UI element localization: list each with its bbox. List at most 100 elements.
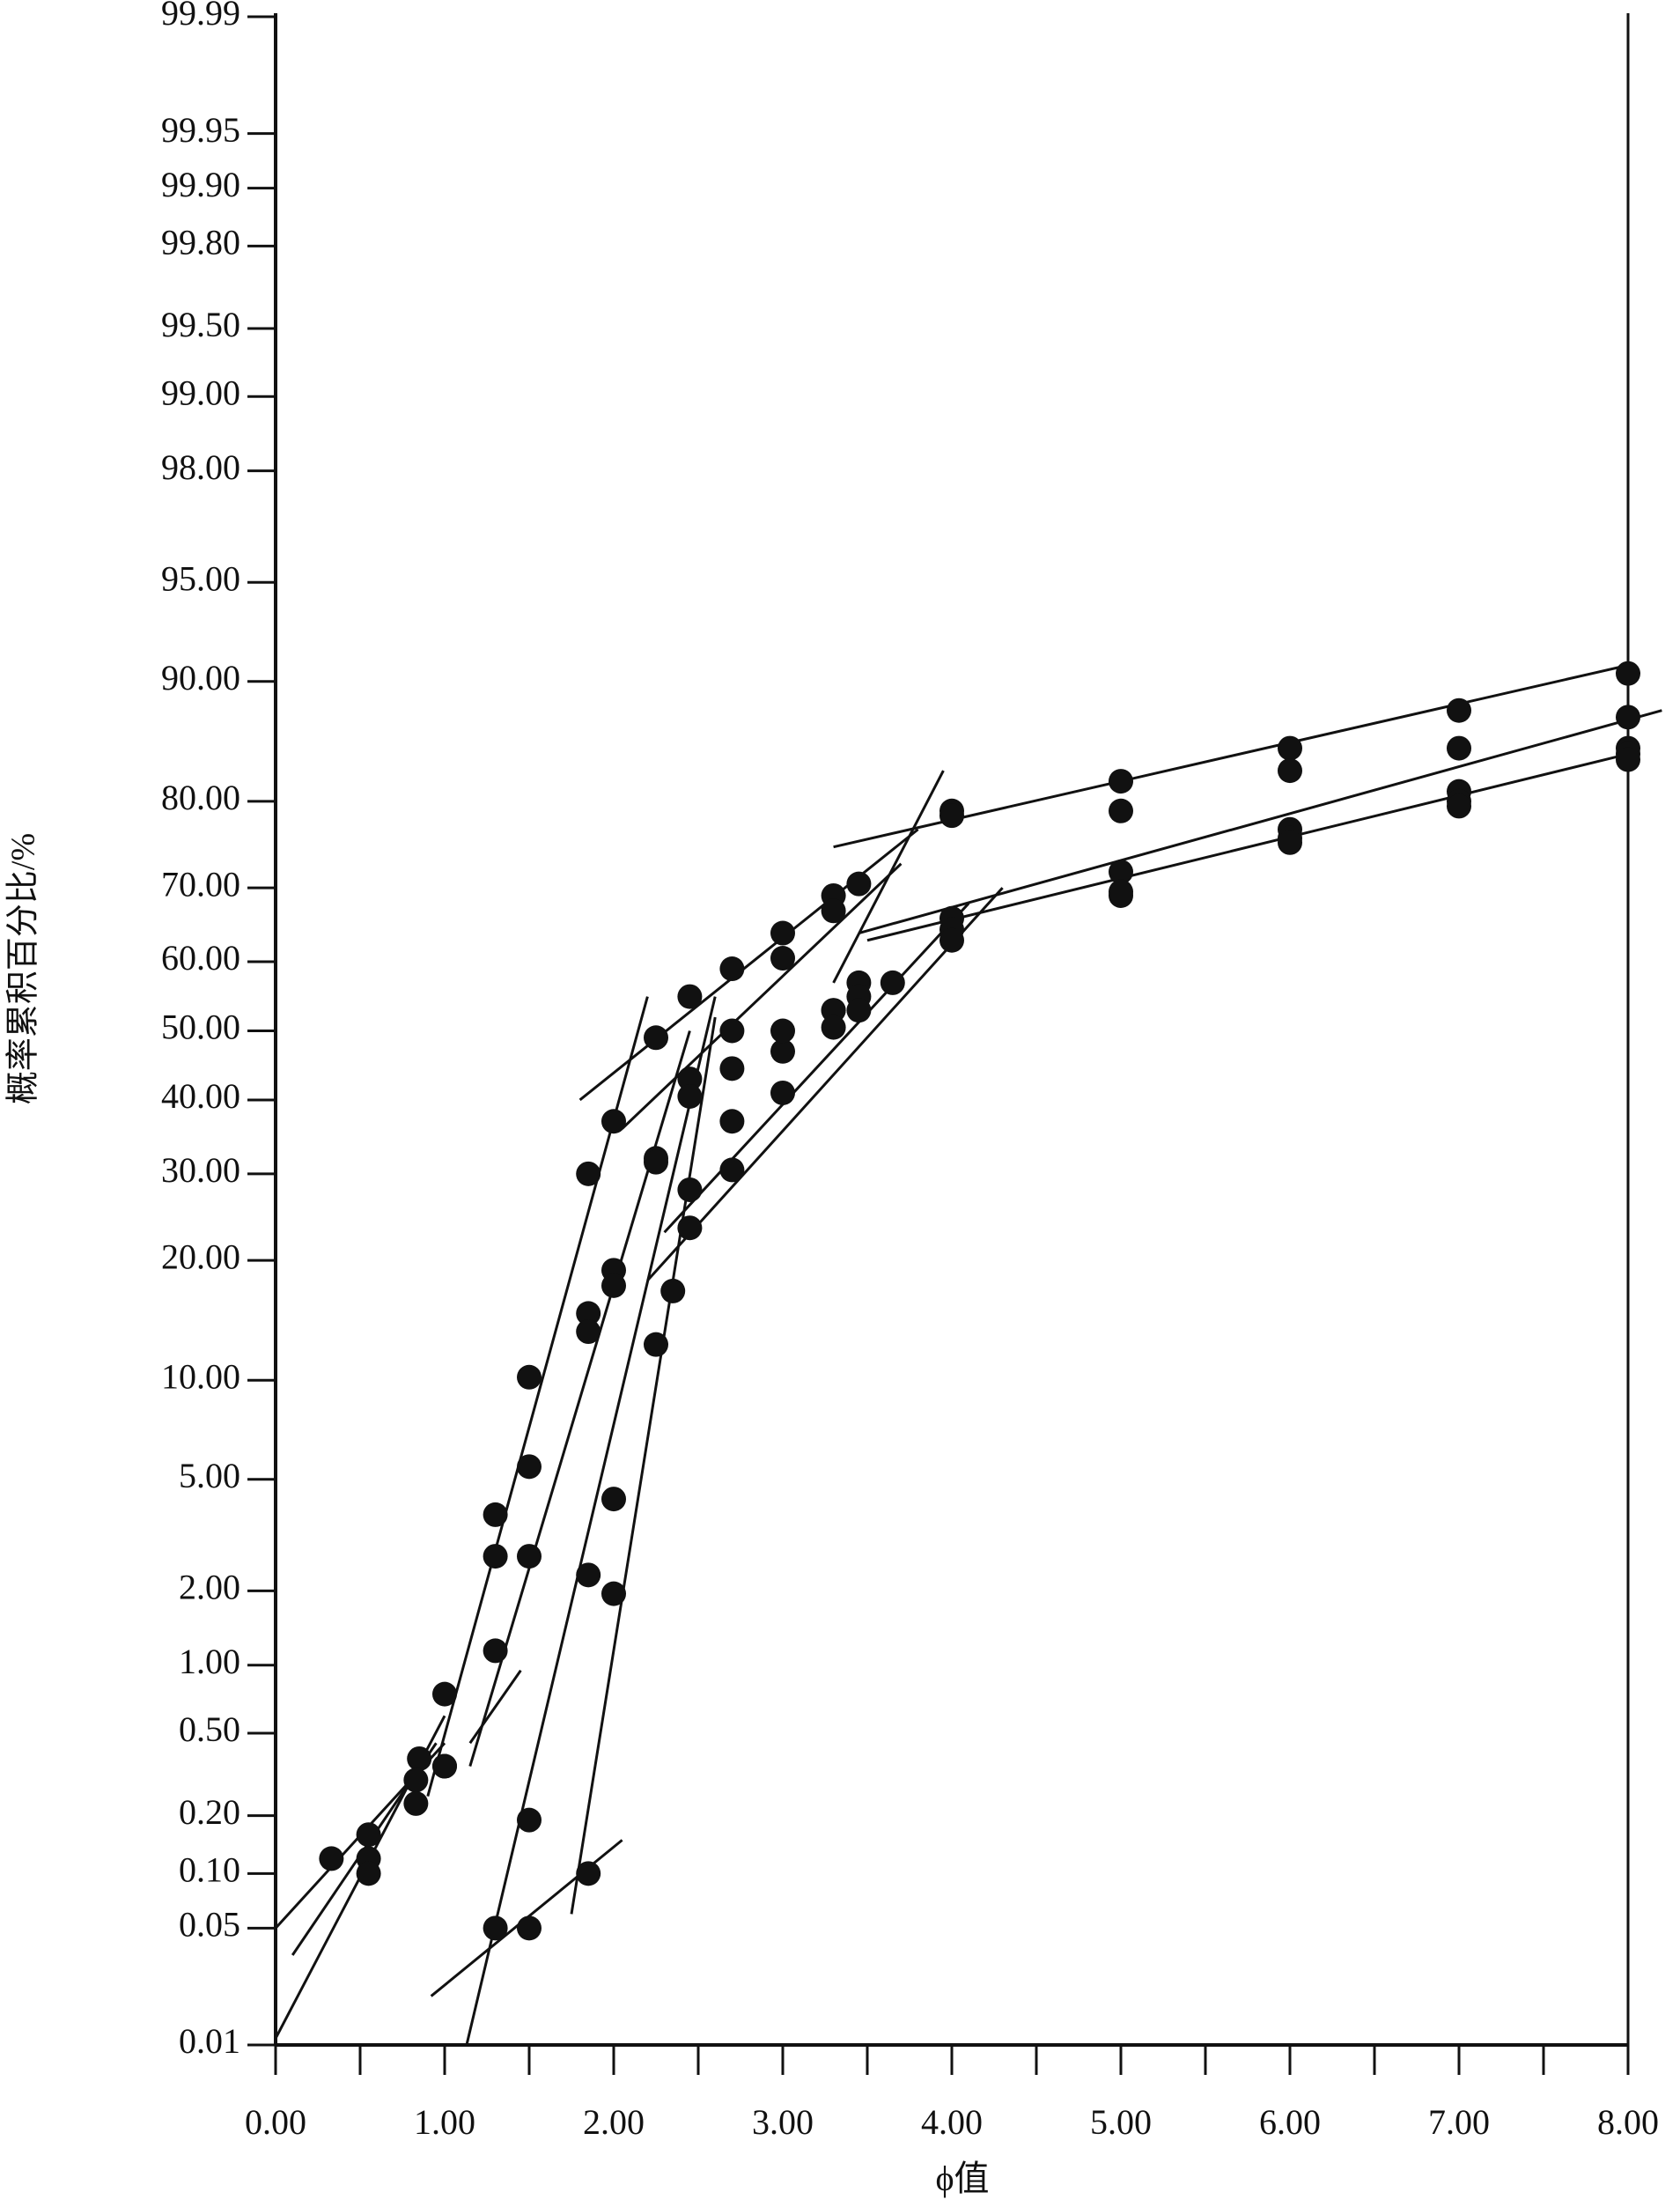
point: [483, 1915, 508, 1941]
y-tick-label: 20.00: [161, 1236, 240, 1276]
y-tick-label: 60.00: [161, 938, 240, 978]
point: [517, 1364, 542, 1390]
point: [576, 1301, 601, 1326]
point: [846, 998, 872, 1023]
point: [601, 1487, 626, 1512]
point: [1109, 769, 1133, 794]
point: [1278, 758, 1302, 784]
point: [846, 871, 872, 897]
point: [1616, 705, 1640, 730]
y-tick-label: 40.00: [161, 1076, 240, 1116]
fit-line: [858, 709, 1662, 934]
point: [517, 1544, 542, 1569]
y-tick-label: 0.20: [179, 1792, 240, 1832]
x-tick-label: 8.00: [1597, 2102, 1659, 2142]
y-tick-label: 99.95: [161, 110, 240, 150]
fit-line: [663, 902, 970, 1234]
x-axis-label: ϕ值: [935, 2159, 989, 2198]
point: [319, 1846, 344, 1871]
x-tick-label: 2.00: [583, 2102, 645, 2142]
point: [770, 1080, 795, 1105]
point: [677, 1177, 703, 1202]
point: [1109, 798, 1133, 823]
y-tick-label: 50.00: [161, 1008, 240, 1047]
fit-line: [646, 887, 1004, 1281]
point: [770, 1018, 795, 1044]
point: [821, 898, 846, 924]
y-tick-label: 99.50: [161, 305, 240, 344]
point: [719, 956, 745, 982]
y-axis-label: 概率累积百分比/%: [5, 833, 42, 1104]
y-tick-label: 99.80: [161, 223, 240, 262]
point: [1109, 879, 1133, 904]
point: [644, 1332, 668, 1357]
point: [1278, 735, 1302, 761]
y-tick-label: 99.90: [161, 165, 240, 204]
point: [1447, 735, 1471, 761]
point: [483, 1544, 508, 1569]
point: [880, 970, 905, 995]
point: [770, 946, 795, 971]
point: [1447, 793, 1471, 819]
point: [1278, 830, 1302, 855]
y-tick-label: 98.00: [161, 447, 240, 487]
point: [660, 1278, 686, 1303]
x-tick-label: 6.00: [1259, 2102, 1321, 2142]
point: [939, 803, 964, 829]
point: [821, 998, 846, 1023]
y-tick-label: 0.10: [179, 1849, 240, 1889]
y-tick-label: 99.99: [161, 0, 240, 33]
y-tick-label: 90.00: [161, 658, 240, 698]
point: [1616, 661, 1640, 686]
y-tick-label: 80.00: [161, 778, 240, 817]
y-tick-label: 1.00: [179, 1642, 240, 1681]
y-tick-label: 70.00: [161, 864, 240, 904]
point: [719, 1109, 745, 1134]
point: [1109, 860, 1133, 885]
point: [407, 1746, 432, 1771]
point: [719, 1018, 745, 1044]
point: [517, 1454, 542, 1480]
point: [719, 1157, 745, 1183]
point: [576, 1562, 601, 1588]
point: [432, 1753, 457, 1779]
point: [644, 1025, 668, 1051]
y-tick-label: 0.50: [179, 1709, 240, 1749]
point: [939, 927, 964, 953]
fit-line: [570, 1016, 717, 1915]
point: [356, 1822, 381, 1848]
point: [576, 1319, 601, 1345]
point: [677, 984, 703, 1009]
x-tick-label: 7.00: [1428, 2102, 1490, 2142]
point: [483, 1502, 508, 1527]
fit-line: [832, 770, 945, 984]
y-tick-label: 5.00: [179, 1456, 240, 1495]
point: [770, 1038, 795, 1064]
point: [432, 1681, 457, 1707]
point: [403, 1790, 429, 1816]
x-tick-label: 5.00: [1090, 2102, 1152, 2142]
point: [770, 920, 795, 946]
point: [601, 1581, 626, 1606]
point: [576, 1861, 601, 1886]
y-tick-label: 30.00: [161, 1150, 240, 1190]
point: [1447, 698, 1471, 723]
x-tick-label: 1.00: [414, 2102, 475, 2142]
y-tick-label: 0.05: [179, 1905, 240, 1945]
point: [517, 1807, 542, 1833]
point: [517, 1915, 542, 1941]
point: [677, 1067, 703, 1092]
y-tick-label: 2.00: [179, 1568, 240, 1607]
y-tick-label: 95.00: [161, 558, 240, 598]
point: [821, 1015, 846, 1040]
x-tick-label: 4.00: [921, 2102, 983, 2142]
fit-line: [833, 663, 1629, 849]
fit-line: [621, 862, 903, 1130]
y-tick-label: 99.00: [161, 373, 240, 412]
fit-line: [578, 828, 919, 1102]
point: [356, 1861, 381, 1886]
point: [644, 1149, 668, 1175]
x-tick-label: 3.00: [752, 2102, 814, 2142]
